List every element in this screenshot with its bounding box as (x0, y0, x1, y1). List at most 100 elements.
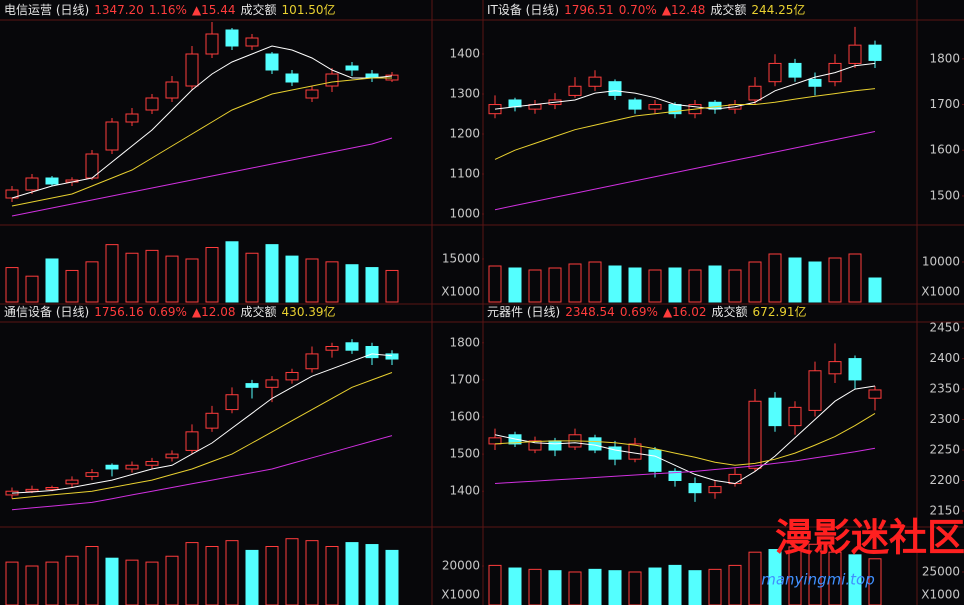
volume-bar (125, 252, 139, 303)
volume-bar (65, 555, 79, 605)
candle-body (125, 113, 139, 123)
title-amount-label: 成交额 (710, 2, 746, 17)
volume-bar (165, 555, 179, 605)
volume-bar (305, 540, 319, 605)
ma-line (494, 385, 876, 485)
candle-body (488, 104, 502, 115)
title-change: ▲15.44 (192, 3, 236, 17)
volume-bar (345, 542, 359, 605)
candle-body (325, 345, 339, 351)
volume-bar (568, 571, 582, 605)
candle-body (868, 389, 882, 399)
candle-body (245, 37, 259, 47)
title-amount-label: 成交额 (712, 304, 748, 319)
candle-body (385, 353, 399, 360)
y-tick-label: 1200 (449, 127, 480, 141)
volume-unit: X1000 (441, 588, 480, 602)
panel-title: IT设备 (日线) 1796.51 0.70% ▲12.48 成交额 244.25亿 (487, 2, 805, 17)
volume-bar (728, 564, 742, 605)
candle-body (608, 81, 622, 96)
volume-bar (5, 561, 19, 605)
volume-bar (145, 249, 159, 303)
y-tick-label: 1800 (929, 51, 960, 65)
candle-body (225, 394, 239, 411)
volume-bar (708, 568, 722, 605)
volume-bar (385, 549, 399, 605)
volume-bar (528, 269, 542, 303)
y-tick-label: 2400 (929, 351, 960, 365)
candle-body (628, 99, 642, 110)
title-change: ▲16.02 (663, 305, 707, 319)
volume-bar (768, 253, 782, 303)
watermark-url: manyingmi.top (761, 571, 875, 589)
volume-bar (488, 265, 502, 303)
volume-bar (628, 571, 642, 605)
ma-line (11, 435, 393, 511)
ma-line (11, 353, 393, 494)
candle-body (808, 78, 822, 87)
title-name: 通信设备 (日线) (4, 305, 89, 319)
candle-body (588, 76, 602, 87)
candle-body (125, 464, 139, 470)
candle-body (568, 85, 582, 96)
volume-bar (225, 241, 239, 303)
volume-tick-label: 10000 (922, 255, 960, 269)
volume-bar (688, 570, 702, 605)
y-tick-label: 2150 (929, 503, 960, 517)
title-change-pct: 1.16% (149, 3, 187, 17)
volume-bar (568, 263, 582, 303)
volume-bar (5, 267, 19, 303)
candle-body (528, 440, 542, 451)
volume-bar (285, 538, 299, 605)
volume-bar (325, 545, 339, 605)
candle-body (688, 483, 702, 494)
volume-bar (185, 542, 199, 605)
y-tick-label: 1400 (449, 484, 480, 498)
volume-bar (748, 261, 762, 303)
candle-body (345, 342, 359, 351)
volume-bar (25, 275, 39, 303)
y-tick-label: 1800 (449, 335, 480, 349)
volume-bar (868, 277, 882, 303)
candle-body (668, 470, 682, 481)
candle-body (325, 73, 339, 87)
volume-bar (728, 269, 742, 303)
candle-body (648, 449, 662, 472)
candle-body (648, 104, 662, 110)
candle-body (25, 488, 39, 492)
ma-line (11, 77, 392, 207)
panel-title: 通信设备 (日线) 1756.16 0.69% ▲12.08 成交额 430.39亿 (4, 304, 336, 319)
volume-bar (365, 544, 379, 605)
watermark-title: 漫影迷社区 (775, 516, 964, 560)
volume-bar (345, 264, 359, 303)
candle-body (205, 33, 219, 55)
candle-body (165, 453, 179, 459)
title-name: IT设备 (日线) (487, 3, 559, 17)
ma-line (494, 131, 876, 211)
candle-body (185, 53, 199, 87)
title-amount: 430.39亿 (282, 304, 336, 319)
y-tick-label: 2200 (929, 473, 960, 487)
y-tick-label: 2450 (929, 321, 960, 335)
volume-bar (508, 567, 522, 605)
y-tick-label: 1600 (449, 410, 480, 424)
ma-line (494, 412, 876, 466)
volume-bar (205, 545, 219, 605)
title-amount: 672.91亿 (753, 304, 807, 319)
candle-body (488, 437, 502, 445)
volume-bar (285, 255, 299, 303)
volume-bar (245, 252, 259, 303)
volume-bar (265, 244, 279, 303)
candle-body (848, 358, 862, 381)
volume-bar (548, 267, 562, 303)
candle-body (45, 487, 59, 490)
volume-bar (788, 257, 802, 303)
volume-bar (385, 269, 399, 303)
candle-body (305, 89, 319, 99)
volume-bar (528, 568, 542, 605)
candle-body (588, 437, 602, 451)
candle-body (145, 461, 159, 466)
volume-bar (848, 253, 862, 303)
ma-line (494, 88, 876, 160)
candle-body (345, 65, 359, 71)
